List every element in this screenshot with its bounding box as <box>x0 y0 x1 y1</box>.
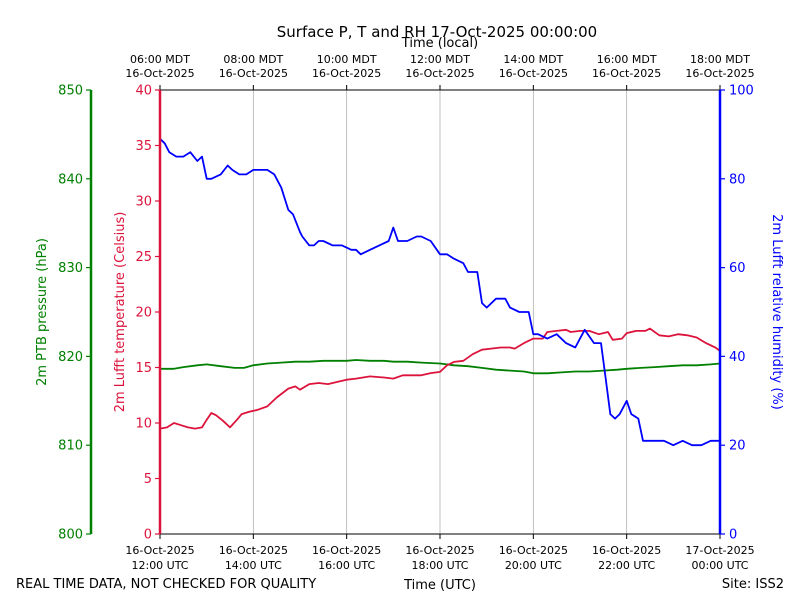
axes-layer: 16-Oct-2025 12:00 UTC 16-Oct-2025 14:00 UTC… <box>58 53 754 572</box>
x-tick-label-date-0: 16-Oct-2025 <box>125 544 194 557</box>
top-tick-label-date-0: 16-Oct-2025 <box>125 67 194 80</box>
temperature-series-line <box>159 327 721 430</box>
chart-title: Surface P, T and RH 17-Oct-2025 00:00:00 <box>277 23 597 41</box>
x-tick-label-date-5: 16-Oct-2025 <box>592 544 661 557</box>
pressure-tick-label-3: 830 <box>58 261 83 276</box>
top-tick-label-date-4: 16-Oct-2025 <box>499 67 568 80</box>
pressure-axis-label: 2m PTB pressure (hPa) <box>35 238 50 386</box>
x-tick-label-time-0: 12:00 UTC <box>131 559 188 572</box>
x-tick-label-date-6: 17-Oct-2025 <box>685 544 754 557</box>
x-axis-label: Time (UTC) <box>403 578 476 593</box>
site-label: Site: ISS2 <box>722 577 784 592</box>
series-layer <box>159 138 721 447</box>
humidity-series-line <box>159 138 720 447</box>
temperature-tick-label-1: 5 <box>144 472 152 487</box>
top-x-axis-label: Time (local) <box>401 36 478 51</box>
x-tick-label-time-6: 00:00 UTC <box>691 559 748 572</box>
pressure-tick-label-4: 840 <box>58 172 83 187</box>
top-tick-label-date-2: 16-Oct-2025 <box>312 67 381 80</box>
x-tick-label-date-3: 16-Oct-2025 <box>405 544 474 557</box>
temperature-tick-label-3: 15 <box>135 361 152 376</box>
pressure-tick-label-0: 800 <box>58 528 83 543</box>
humidity-tick-label-5: 100 <box>729 84 754 99</box>
top-tick-label-date-3: 16-Oct-2025 <box>405 67 474 80</box>
temperature-tick-label-5: 25 <box>135 250 152 265</box>
x-tick-label-time-4: 20:00 UTC <box>505 559 562 572</box>
humidity-tick-label-1: 20 <box>729 439 746 454</box>
x-tick-label-date-1: 16-Oct-2025 <box>219 544 288 557</box>
x-tick-label-date-2: 16-Oct-2025 <box>312 544 381 557</box>
top-tick-label-time-2: 10:00 MDT <box>317 53 377 66</box>
pressure-series-line <box>160 359 721 375</box>
temperature-tick-label-0: 0 <box>144 528 152 543</box>
temperature-tick-label-7: 35 <box>135 139 152 154</box>
x-tick-label-time-2: 16:00 UTC <box>318 559 375 572</box>
humidity-tick-label-0: 0 <box>729 528 737 543</box>
temperature-axis-label: 2m Lufft temperature (Celsius) <box>113 212 128 413</box>
top-tick-label-time-0: 06:00 MDT <box>130 53 190 66</box>
temperature-tick-label-6: 30 <box>135 195 152 210</box>
top-tick-label-date-6: 16-Oct-2025 <box>685 67 754 80</box>
pressure-tick-label-5: 850 <box>58 84 83 99</box>
top-tick-label-time-6: 18:00 MDT <box>690 53 750 66</box>
top-tick-label-time-3: 12:00 MDT <box>410 53 470 66</box>
x-tick-label-time-3: 18:00 UTC <box>411 559 468 572</box>
temperature-tick-label-2: 10 <box>135 417 152 432</box>
x-tick-label-time-1: 14:00 UTC <box>225 559 282 572</box>
top-tick-label-time-5: 16:00 MDT <box>597 53 657 66</box>
top-tick-label-date-1: 16-Oct-2025 <box>219 67 288 80</box>
top-tick-label-date-5: 16-Oct-2025 <box>592 67 661 80</box>
temperature-tick-label-8: 40 <box>135 84 152 99</box>
top-tick-label-time-1: 08:00 MDT <box>223 53 283 66</box>
grid-layer <box>252 90 628 534</box>
pressure-tick-label-2: 820 <box>58 350 83 365</box>
x-tick-label-time-5: 22:00 UTC <box>598 559 655 572</box>
humidity-tick-label-3: 60 <box>729 261 746 276</box>
humidity-tick-label-2: 40 <box>729 350 746 365</box>
x-tick-label-date-4: 16-Oct-2025 <box>499 544 568 557</box>
temperature-tick-label-4: 20 <box>135 306 152 321</box>
quality-disclaimer: REAL TIME DATA, NOT CHECKED FOR QUALITY <box>16 577 316 592</box>
top-tick-label-time-4: 14:00 MDT <box>503 53 563 66</box>
pressure-tick-label-1: 810 <box>58 439 83 454</box>
humidity-axis-label: 2m Lufft relative humidity (%) <box>769 214 784 410</box>
humidity-tick-label-4: 80 <box>729 172 746 187</box>
